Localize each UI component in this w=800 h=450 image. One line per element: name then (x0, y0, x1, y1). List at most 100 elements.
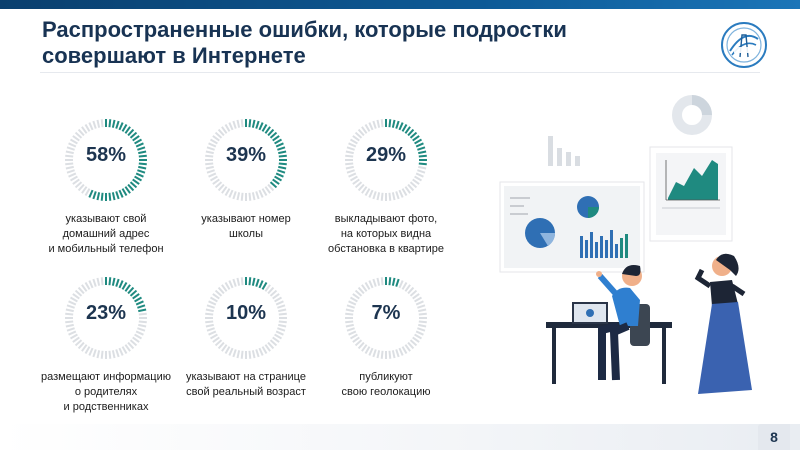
ring-tick-empty (409, 289, 418, 297)
ring-tick-filled (129, 131, 138, 139)
ring-tick-empty (232, 278, 237, 287)
ring-tick-filled (129, 181, 138, 189)
ring-tick-empty (409, 181, 418, 189)
ring-tick-filled (261, 281, 268, 290)
ring-tick-empty (88, 122, 94, 131)
ring-tick-filled (127, 128, 135, 137)
ring-tick-filled (412, 135, 420, 142)
ring-tick-filled (278, 162, 287, 166)
ring-tick-empty (236, 192, 241, 201)
ring-tick-empty (240, 119, 244, 128)
ring-tick-empty (398, 280, 404, 289)
ring-tick-filled (404, 126, 411, 134)
ring-tick-empty (414, 296, 423, 303)
ring-tick-empty (205, 165, 214, 170)
ring-tick-empty (236, 350, 241, 359)
ring-tick-filled (115, 278, 120, 287)
ring-tick-filled (124, 186, 131, 194)
ring-tick-filled (108, 277, 112, 286)
ring-tick-filled (138, 165, 147, 170)
ring-tick-empty (69, 175, 78, 182)
ring-tick-empty (248, 192, 252, 201)
ring-tick-empty (376, 119, 381, 128)
ring-tick-empty (267, 183, 275, 192)
ring-tick-empty (361, 344, 368, 352)
ring-tick-filled (395, 278, 400, 287)
ring-tick-empty (236, 119, 241, 128)
ring-tick-empty (364, 281, 371, 290)
ring-tick-empty (217, 128, 225, 137)
ring-tick-empty (354, 289, 363, 297)
ring-tick-empty (72, 293, 80, 300)
ring-tick-empty (251, 350, 256, 359)
ring-tick-empty (96, 277, 101, 286)
stat-value: 10% (225, 302, 267, 324)
ring-tick-empty (208, 142, 217, 148)
ring-tick-empty (108, 350, 112, 359)
ring-tick-empty (277, 304, 286, 309)
donut-chart-icon (672, 95, 712, 135)
ring-tick-empty (92, 278, 97, 287)
ring-tick-filled (96, 192, 101, 201)
ring-tick-empty (221, 284, 228, 292)
ring-tick-empty (352, 336, 360, 343)
ring-tick-empty (224, 188, 231, 197)
ring-tick-empty (418, 320, 427, 324)
ring-tick-empty (84, 188, 91, 197)
organization-logo (721, 22, 767, 68)
ring-tick-empty (121, 346, 128, 355)
ring-tick-empty (205, 308, 214, 313)
ring-tick-empty (135, 330, 144, 336)
ring-tick-filled (255, 278, 260, 287)
ring-tick-empty (352, 178, 360, 185)
ring-tick-empty (258, 189, 264, 198)
ring-tick-empty (138, 323, 147, 328)
ring-tick-empty (417, 169, 426, 174)
ring-tick-empty (404, 186, 411, 194)
ring-tick-empty (214, 131, 223, 139)
ring-tick-filled (388, 119, 392, 128)
ring-tick-empty (372, 120, 377, 129)
ring-tick-empty (264, 186, 271, 194)
ring-tick-empty (206, 146, 215, 151)
ring-tick-filled (111, 277, 116, 286)
ring-tick-empty (380, 277, 384, 286)
ring-tick-empty (65, 312, 74, 316)
ring-tick-filled (88, 189, 94, 198)
ring-tick-empty (214, 181, 223, 189)
ring-tick-filled (415, 142, 424, 148)
ring-tick-empty (364, 123, 371, 132)
ring-tick-filled (132, 135, 140, 142)
top-accent-bar (0, 0, 800, 9)
ring-tick-empty (354, 131, 363, 139)
ring-tick-empty (368, 280, 374, 289)
ring-tick-empty (69, 296, 78, 303)
ring-tick-filled (251, 119, 256, 128)
ring-tick-filled (278, 154, 287, 158)
ring-tick-filled (127, 183, 135, 192)
ring-tick-empty (205, 154, 214, 158)
ring-tick-empty (65, 150, 74, 155)
ring-tick-empty (205, 320, 214, 324)
ring-tick-filled (267, 128, 275, 137)
ring-tick-empty (258, 347, 264, 356)
ring-tick-empty (127, 341, 135, 350)
ring-tick-empty (346, 169, 355, 174)
standing-person (694, 253, 752, 394)
ring-tick-empty (81, 344, 88, 352)
ring-tick-empty (418, 312, 427, 316)
stat-school-number: 39% указывают номер школы (176, 118, 316, 242)
ring-tick-filled (124, 284, 131, 292)
page-title: Распространенные ошибки, которые подрост… (42, 17, 567, 68)
ring-tick-filled (264, 126, 271, 134)
ring-tick-empty (212, 293, 220, 300)
ring-tick-empty (418, 165, 427, 170)
progress-ring (205, 277, 287, 359)
ring-tick-empty (414, 175, 423, 182)
ring-tick-empty (68, 142, 77, 148)
ring-tick-filled (100, 192, 104, 201)
ring-tick-empty (248, 350, 252, 359)
ring-tick-filled (134, 138, 143, 145)
ring-tick-empty (65, 320, 74, 324)
ring-tick-empty (414, 333, 423, 340)
